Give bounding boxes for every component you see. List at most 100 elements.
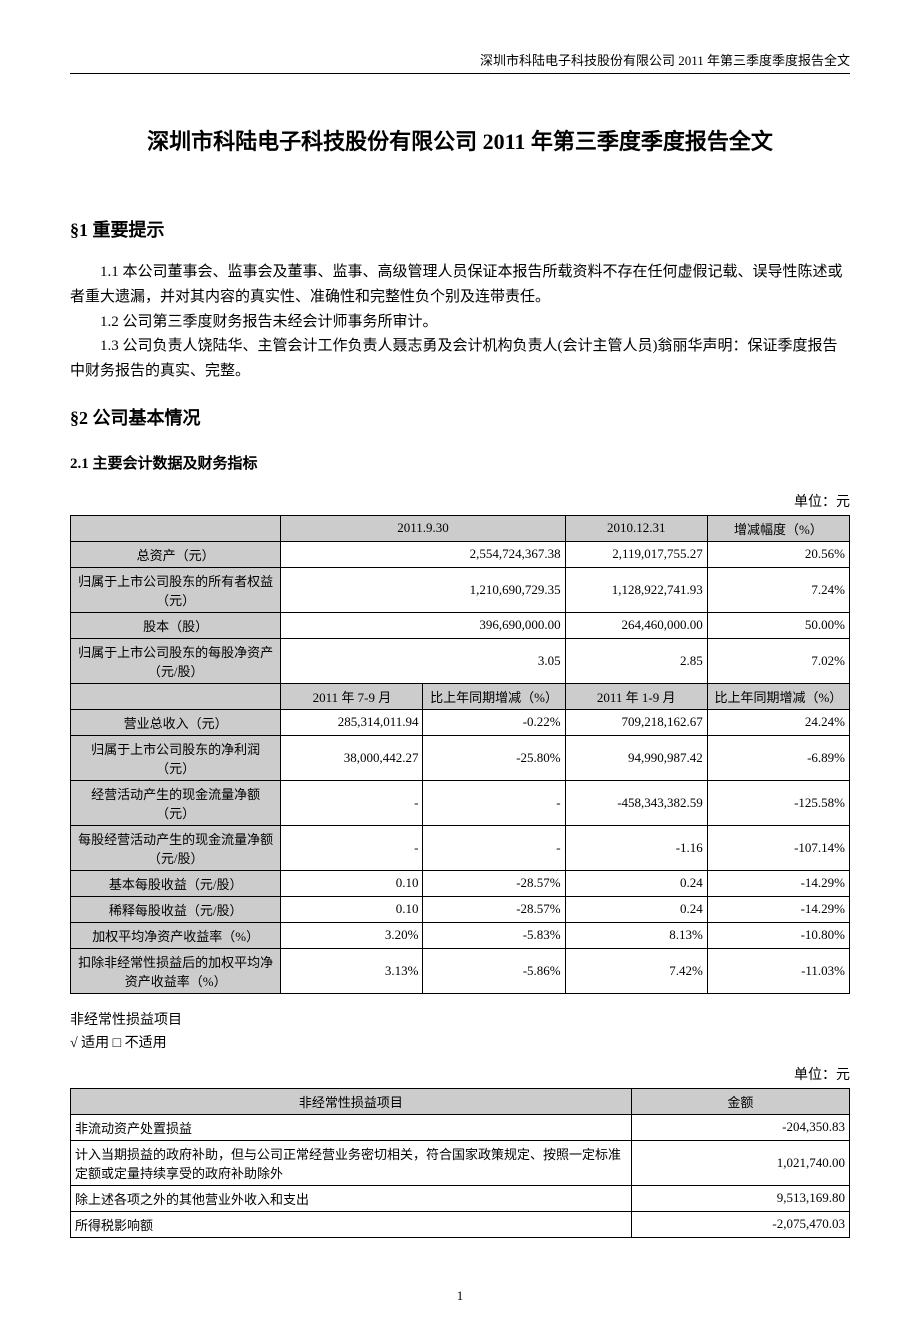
cell: -6.89%	[707, 735, 849, 780]
paragraph-1-1: 1.1 本公司董事会、监事会及董事、监事、高级管理人员保证本报告所载资料不存在任…	[70, 260, 850, 310]
table-header-cell: 金额	[631, 1088, 849, 1114]
cell: 9,513,169.80	[631, 1185, 849, 1211]
cell: -14.29%	[707, 870, 849, 896]
row-label: 经营活动产生的现金流量净额（元）	[71, 780, 281, 825]
table-header-cell: 2011 年 1-9 月	[565, 683, 707, 709]
table-row: 归属于上市公司股东的每股净资产（元/股） 3.05 2.85 7.02%	[71, 638, 850, 683]
note-applicable: √ 适用 □ 不适用	[70, 1033, 850, 1054]
cell: -14.29%	[707, 896, 849, 922]
table-row: 归属于上市公司股东的所有者权益（元） 1,210,690,729.35 1,12…	[71, 567, 850, 612]
cell: 2.85	[565, 638, 707, 683]
cell: 1,021,740.00	[631, 1140, 849, 1185]
cell: 709,218,162.67	[565, 709, 707, 735]
table-row: 每股经营活动产生的现金流量净额（元/股） - - -1.16 -107.14%	[71, 825, 850, 870]
row-label: 归属于上市公司股东的净利润（元）	[71, 735, 281, 780]
document-title: 深圳市科陆电子科技股份有限公司 2011 年第三季度季度报告全文	[70, 124, 850, 156]
financial-table-2: 非经常性损益项目 金额 非流动资产处置损益 -204,350.83 计入当期损益…	[70, 1088, 850, 1238]
table-row: 稀释每股收益（元/股） 0.10 -28.57% 0.24 -14.29%	[71, 896, 850, 922]
table-header-cell: 2010.12.31	[565, 515, 707, 541]
cell: -5.86%	[423, 948, 565, 993]
table-header-cell: 2011.9.30	[281, 515, 565, 541]
cell: 3.20%	[281, 922, 423, 948]
table-header-cell: 比上年同期增减（%）	[707, 683, 849, 709]
table-row: 除上述各项之外的其他营业外收入和支出 9,513,169.80	[71, 1185, 850, 1211]
cell: 7.24%	[707, 567, 849, 612]
table-header-cell: 2011 年 7-9 月	[281, 683, 423, 709]
cell: -	[281, 825, 423, 870]
table-row: 经营活动产生的现金流量净额（元） - - -458,343,382.59 -12…	[71, 780, 850, 825]
page-number: 1	[70, 1288, 850, 1304]
note-nonrecurring-title: 非经常性损益项目	[70, 1010, 850, 1031]
paragraph-1-2: 1.2 公司第三季度财务报告未经会计师事务所审计。	[70, 310, 850, 335]
cell: 8.13%	[565, 922, 707, 948]
section-2-heading: §2 公司基本情况	[70, 404, 850, 430]
row-label: 所得税影响额	[71, 1211, 632, 1237]
cell: 2,119,017,755.27	[565, 541, 707, 567]
running-header: 深圳市科陆电子科技股份有限公司 2011 年第三季度季度报告全文	[70, 50, 850, 74]
section-1-heading: §1 重要提示	[70, 216, 850, 242]
row-label: 归属于上市公司股东的每股净资产（元/股）	[71, 638, 281, 683]
cell: -	[281, 780, 423, 825]
cell: -	[423, 780, 565, 825]
unit-label-2: 单位：元	[70, 1064, 850, 1084]
cell: 50.00%	[707, 612, 849, 638]
unit-label-1: 单位：元	[70, 491, 850, 511]
cell: 0.24	[565, 870, 707, 896]
table-row: 股本（股） 396,690,000.00 264,460,000.00 50.0…	[71, 612, 850, 638]
table-row: 非流动资产处置损益 -204,350.83	[71, 1114, 850, 1140]
cell: 1,128,922,741.93	[565, 567, 707, 612]
row-label: 基本每股收益（元/股）	[71, 870, 281, 896]
table-header-row: 非经常性损益项目 金额	[71, 1088, 850, 1114]
row-label: 营业总收入（元）	[71, 709, 281, 735]
cell: -458,343,382.59	[565, 780, 707, 825]
cell: 24.24%	[707, 709, 849, 735]
table-row: 计入当期损益的政府补助，但与公司正常经营业务密切相关，符合国家政策规定、按照一定…	[71, 1140, 850, 1185]
cell: 3.05	[281, 638, 565, 683]
table-header-cell: 增减幅度（%）	[707, 515, 849, 541]
cell: -5.83%	[423, 922, 565, 948]
financial-table-1: 2011.9.30 2010.12.31 增减幅度（%） 总资产（元） 2,55…	[70, 515, 850, 994]
table-header-cell	[71, 683, 281, 709]
cell: 7.02%	[707, 638, 849, 683]
cell: -125.58%	[707, 780, 849, 825]
row-label: 总资产（元）	[71, 541, 281, 567]
cell: 396,690,000.00	[281, 612, 565, 638]
table-row: 总资产（元） 2,554,724,367.38 2,119,017,755.27…	[71, 541, 850, 567]
row-label: 除上述各项之外的其他营业外收入和支出	[71, 1185, 632, 1211]
table-row: 扣除非经常性损益后的加权平均净资产收益率（%） 3.13% -5.86% 7.4…	[71, 948, 850, 993]
table-header-cell: 非经常性损益项目	[71, 1088, 632, 1114]
table-row: 归属于上市公司股东的净利润（元） 38,000,442.27 -25.80% 9…	[71, 735, 850, 780]
row-label: 扣除非经常性损益后的加权平均净资产收益率（%）	[71, 948, 281, 993]
cell: -11.03%	[707, 948, 849, 993]
cell: -107.14%	[707, 825, 849, 870]
table-header-row: 2011 年 7-9 月 比上年同期增减（%） 2011 年 1-9 月 比上年…	[71, 683, 850, 709]
row-label: 非流动资产处置损益	[71, 1114, 632, 1140]
paragraph-1-3: 1.3 公司负责人饶陆华、主管会计工作负责人聂志勇及会计机构负责人(会计主管人员…	[70, 334, 850, 384]
cell: -1.16	[565, 825, 707, 870]
cell: 0.10	[281, 896, 423, 922]
cell: -204,350.83	[631, 1114, 849, 1140]
cell: -10.80%	[707, 922, 849, 948]
row-label: 稀释每股收益（元/股）	[71, 896, 281, 922]
cell: 38,000,442.27	[281, 735, 423, 780]
cell: -28.57%	[423, 870, 565, 896]
row-label: 计入当期损益的政府补助，但与公司正常经营业务密切相关，符合国家政策规定、按照一定…	[71, 1140, 632, 1185]
cell: 264,460,000.00	[565, 612, 707, 638]
table-row: 加权平均净资产收益率（%） 3.20% -5.83% 8.13% -10.80%	[71, 922, 850, 948]
table-header-row: 2011.9.30 2010.12.31 增减幅度（%）	[71, 515, 850, 541]
table-row: 所得税影响额 -2,075,470.03	[71, 1211, 850, 1237]
row-label: 加权平均净资产收益率（%）	[71, 922, 281, 948]
cell: 2,554,724,367.38	[281, 541, 565, 567]
document-page: 深圳市科陆电子科技股份有限公司 2011 年第三季度季度报告全文 深圳市科陆电子…	[0, 0, 920, 1344]
cell: 20.56%	[707, 541, 849, 567]
cell: -0.22%	[423, 709, 565, 735]
table-row: 基本每股收益（元/股） 0.10 -28.57% 0.24 -14.29%	[71, 870, 850, 896]
cell: 1,210,690,729.35	[281, 567, 565, 612]
table-header-cell: 比上年同期增减（%）	[423, 683, 565, 709]
row-label: 每股经营活动产生的现金流量净额（元/股）	[71, 825, 281, 870]
cell: -2,075,470.03	[631, 1211, 849, 1237]
cell: -28.57%	[423, 896, 565, 922]
table-header-cell	[71, 515, 281, 541]
cell: -	[423, 825, 565, 870]
row-label: 股本（股）	[71, 612, 281, 638]
